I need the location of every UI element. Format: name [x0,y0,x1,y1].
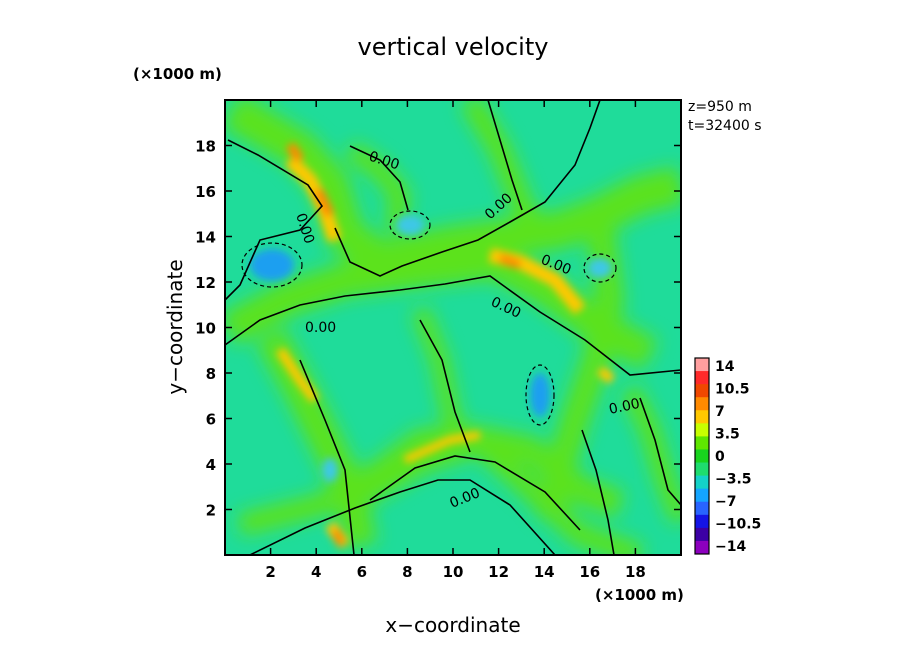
colorbar-swatch [695,514,709,529]
y-tick-label: 14 [195,229,216,247]
y-tick-label: 12 [195,274,216,292]
x-axis-label: x−coordinate [385,613,520,637]
colorbar-swatch [695,384,709,398]
contour-label: 0.00 [305,320,336,336]
colorbar-tick-label: −7 [715,494,736,510]
x-axis-unit: (×1000 m) [595,586,684,604]
y-tick-label: 10 [195,320,216,338]
colorbar-swatch [695,410,709,424]
y-axis-unit: (×1000 m) [133,65,222,83]
colorbar-swatch [695,358,709,372]
y-tick-label: 16 [195,183,216,201]
colorbar-tick-label: 7 [715,404,725,420]
x-tick-label: 6 [357,563,367,581]
colorbar-tick-label: −10.5 [715,517,761,533]
colorbar-swatch [695,488,709,503]
x-tick-label: 8 [402,563,412,581]
colorbar-tick-label: 0 [715,449,725,465]
colorbar-tick-label: −3.5 [715,472,752,488]
chart-title: vertical velocity [358,33,549,61]
x-axis: 2 4 6 8 10 12 14 16 18 [265,100,646,581]
heatmap-field [225,100,681,555]
contour-label: 0.00 [608,396,642,418]
colorbar-swatch [695,501,709,516]
colorbar-swatch [695,540,709,555]
y-axis-label: y−coordinate [163,259,187,394]
colorbar-swatch [695,527,709,542]
x-tick-label: 16 [579,563,600,581]
colorbar-swatch [695,436,709,450]
colorbar-tick-label: 14 [715,359,735,375]
y-tick-label: 2 [206,502,216,520]
y-tick-label: 6 [206,411,216,429]
x-tick-label: 4 [311,563,321,581]
colorbar-frame [694,357,710,555]
x-tick-label: 10 [443,563,464,581]
colorbar-swatch [695,423,709,437]
colorbar-swatch [695,475,709,490]
y-tick-label: 18 [195,138,216,156]
x-tick-label: 18 [625,563,646,581]
y-tick-label: 4 [206,456,216,474]
y-axis: 2 4 6 8 10 12 14 16 18 [195,138,681,520]
x-tick-label: 2 [265,563,275,581]
colorbar-tick-label: 10.5 [715,382,750,398]
colorbar: 14 10.5 7 3.5 0 −3.5 −7 −10.5 −14 [694,357,761,555]
colorbar-tick-label: 3.5 [715,427,740,443]
x-tick-label: 12 [488,563,509,581]
y-tick-label: 8 [206,365,216,383]
colorbar-swatch [695,397,709,411]
colorbar-swatch [695,449,709,464]
colorbar-tick-label: −14 [715,539,746,555]
annotation-time: t=32400 s [688,118,762,134]
annotation-height: z=950 m [688,99,752,115]
x-tick-label: 14 [534,563,555,581]
colorbar-swatch [695,462,709,477]
colorbar-swatch [695,371,709,385]
